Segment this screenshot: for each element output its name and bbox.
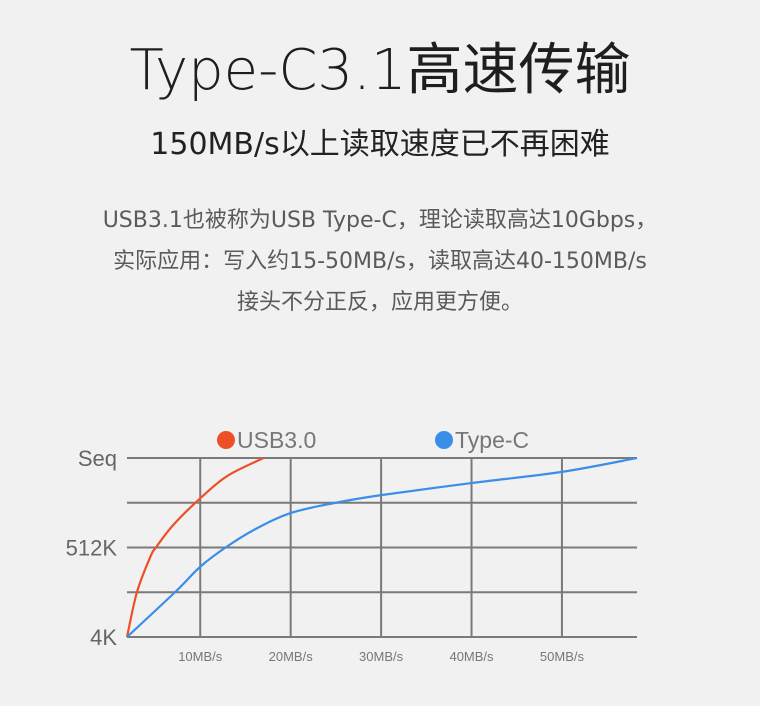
- page-subtitle: 150MB/s以上读取速度已不再困难: [150, 127, 610, 162]
- page-title: Type-C3.1高速传输: [129, 38, 631, 103]
- legend-label: Type-C: [455, 427, 529, 453]
- legend-marker: [217, 431, 235, 449]
- series-line-type-c: [126, 456, 638, 638]
- y-tick-label: 4K: [90, 625, 117, 650]
- x-tick-label: 50MB/s: [540, 649, 585, 664]
- x-tick-label: 10MB/s: [178, 649, 223, 664]
- series-line-usb3-0: [125, 457, 265, 638]
- y-tick-label: 512K: [66, 536, 118, 561]
- description: USB3.1也被称为USB Type-C，理论读取高达10Gbps， 实际应用：…: [0, 200, 760, 323]
- description-line: 接头不分正反，应用更方便。: [236, 290, 523, 315]
- legend-marker: [435, 431, 453, 449]
- description-line: 实际应用：写入约15-50MB/s，读取高达40-150MB/s: [113, 249, 647, 274]
- x-tick-label: 30MB/s: [359, 649, 404, 664]
- y-tick-label: Seq: [78, 446, 117, 471]
- description-line: USB3.1也被称为USB Type-C，理论读取高达10Gbps，: [102, 208, 658, 233]
- x-tick-label: 40MB/s: [449, 649, 494, 664]
- legend-label: USB3.0: [237, 427, 316, 453]
- x-tick-label: 20MB/s: [269, 649, 314, 664]
